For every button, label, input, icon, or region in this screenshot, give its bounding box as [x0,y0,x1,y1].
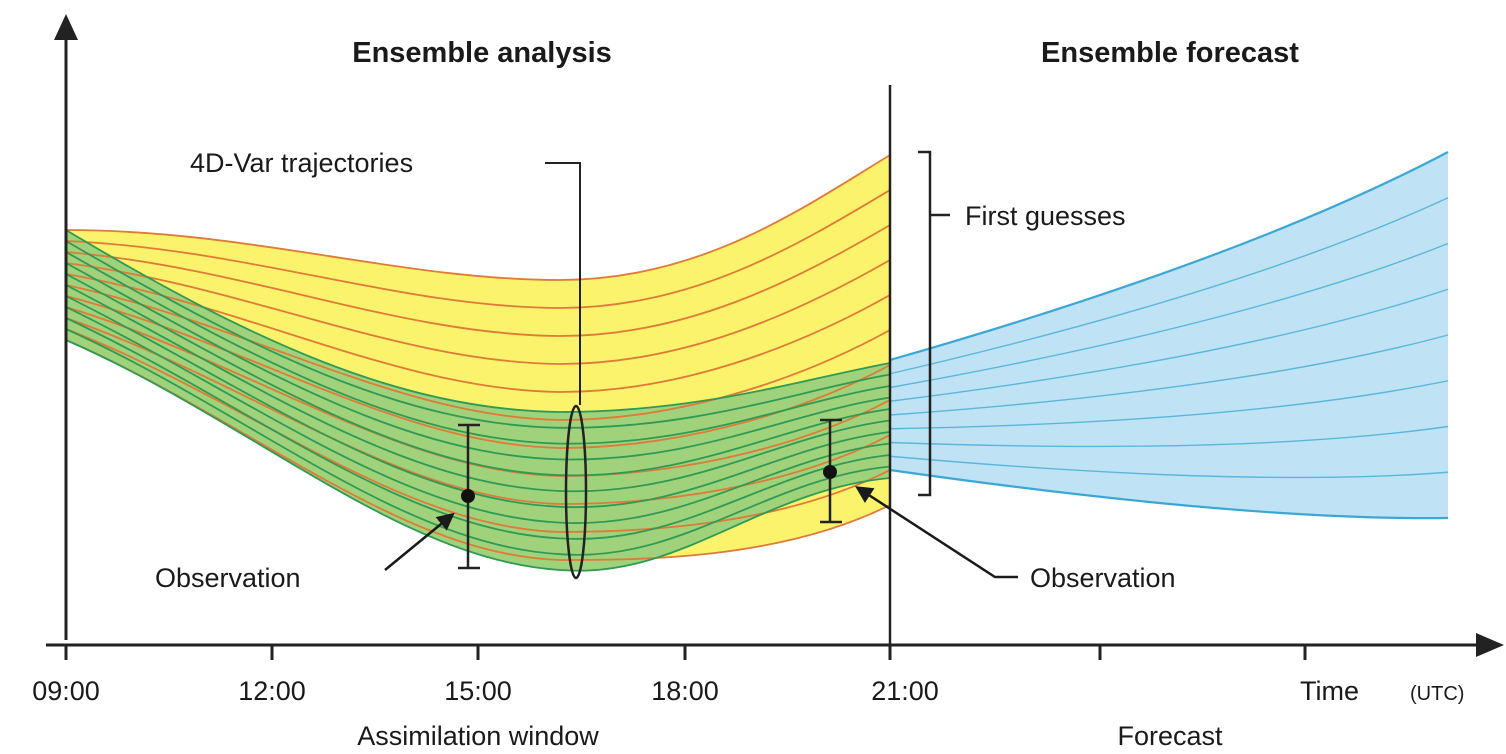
forecast-trajectory-line [889,455,1449,479]
trajectory-line [65,273,891,477]
trajectory-line [65,317,891,505]
forecast-trajectory-line [889,151,1449,362]
heading-ensemble-analysis: Ensemble analysis [352,37,612,69]
label-first-guesses: First guesses [965,201,1126,231]
trajectory-bundle-ellipse [564,404,588,580]
heading-ensemble-forecast: Ensemble forecast [1041,37,1299,69]
trajectory-line [65,339,891,572]
y-axis-arrow-icon [54,14,78,40]
observation-point-left [461,489,475,503]
forecast-trajectories [889,151,1449,520]
tick-label: 12:00 [238,676,306,706]
forecast-trajectory-line [889,288,1449,402]
first-guesses-bracket [918,150,950,497]
trajectory-line [65,328,891,556]
tick-label: 15:00 [444,676,512,706]
forecast-trajectory-line [889,425,1449,448]
x-axis-ticks [64,645,1307,660]
tick-label: 21:00 [871,676,939,706]
x-axis-time-label: Time [1300,676,1359,706]
trajectory-line [65,154,891,281]
x-axis-arrow-icon [1476,633,1504,657]
trajectory-line [65,273,891,393]
trajectory-line [65,295,891,509]
assimilation-window-label: Assimilation window [357,721,599,751]
x-axis-time-unit: (UTC) [1410,683,1464,705]
trajectory-line [65,339,891,561]
label-observation-left: Observation [155,563,301,593]
forecast-trajectory-line [889,242,1449,389]
trajectory-line [65,224,891,337]
trajectories-leader-line [545,162,581,405]
observation-arrow-left [384,512,455,571]
trajectory-line [65,262,891,461]
observation-point-right [823,465,837,479]
trajectory-line [65,229,891,413]
forecast-trajectory-line [889,380,1449,430]
forecast-trajectory-line [889,197,1449,375]
tick-label: 18:00 [651,676,719,706]
trajectory-line [65,306,891,477]
trajectory-line [65,284,891,493]
trajectory-line [65,251,891,445]
forecast-trajectory-line [889,468,1449,520]
forecast-label: Forecast [1117,721,1223,751]
trajectory-line [65,259,891,365]
trajectory-line [65,317,891,540]
tick-label: 09:00 [32,676,100,706]
x-axis-tick-labels: 09:00 12:00 15:00 18:00 21:00 [32,676,939,706]
trajectory-line [65,306,891,524]
analysis-trajectories [65,229,891,572]
label-observation-right: Observation [1030,563,1176,593]
analysis-band [66,230,890,571]
trajectory-line [65,240,891,429]
trajectory-line [65,284,891,421]
trajectory-line [65,189,891,309]
label-4dvar-trajectories: 4D-Var trajectories [190,148,413,178]
observation-arrow-right [855,486,1018,579]
forecast-band [890,152,1448,519]
forecast-trajectory-line [889,334,1449,416]
